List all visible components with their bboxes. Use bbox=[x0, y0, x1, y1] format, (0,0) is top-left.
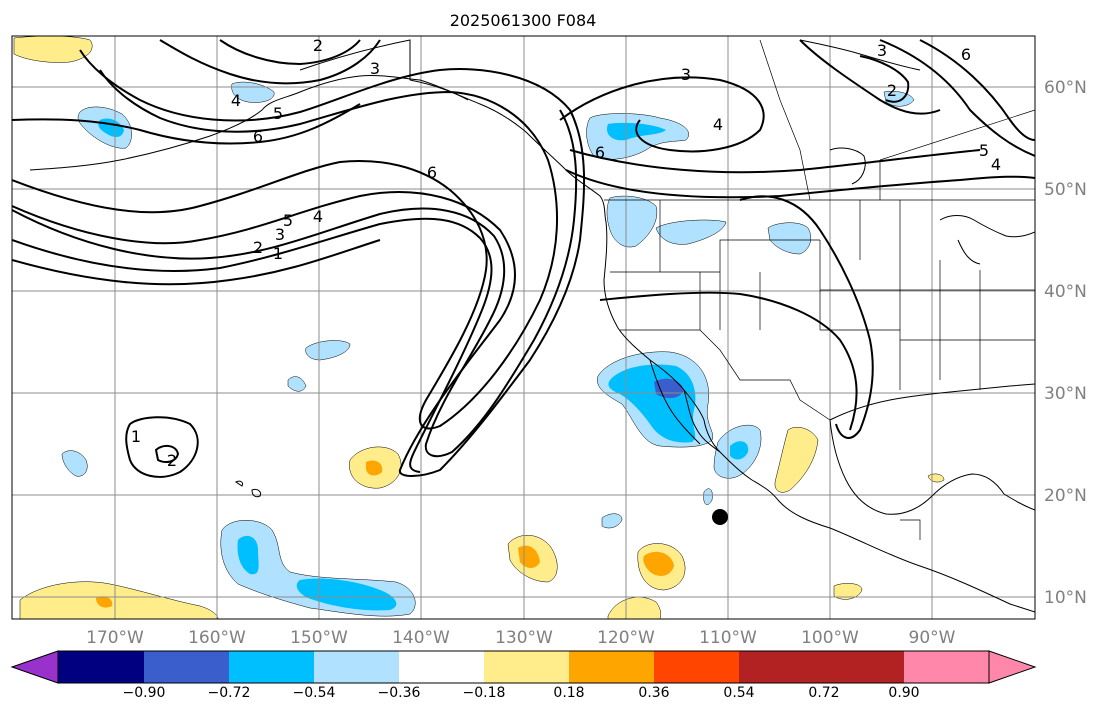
contour-label: 2 bbox=[313, 36, 323, 55]
contour-label: 2 bbox=[887, 81, 897, 100]
contour-label: 4 bbox=[231, 91, 241, 110]
map-frame bbox=[11, 35, 1036, 620]
colorbar-label: −0.36 bbox=[378, 685, 421, 701]
colorbar-segment bbox=[229, 651, 314, 683]
lon-label: 100°W bbox=[801, 628, 859, 648]
storm-marker bbox=[712, 509, 728, 525]
colorbar-segment bbox=[58, 651, 144, 683]
contour-label: 6 bbox=[253, 127, 263, 146]
contours bbox=[12, 39, 1035, 478]
lon-label: 140°W bbox=[392, 628, 450, 648]
contour-label: 4 bbox=[713, 115, 723, 134]
colorbar-label: −0.18 bbox=[463, 685, 506, 701]
colorbar: −0.90 −0.72 −0.54 −0.36 −0.18 0.18 0.36 … bbox=[10, 650, 1037, 701]
contour-label: 3 bbox=[681, 65, 691, 84]
lat-label: 20°N bbox=[1044, 486, 1087, 506]
lon-label: 150°W bbox=[290, 628, 348, 648]
colorbar-segment bbox=[904, 651, 989, 683]
colorbar-segment bbox=[144, 651, 229, 683]
lat-label: 60°N bbox=[1044, 78, 1087, 98]
colorbar-label: −0.90 bbox=[123, 685, 166, 701]
lat-label: 40°N bbox=[1044, 282, 1087, 302]
contour-label: 3 bbox=[877, 41, 887, 60]
contour-label: 1 bbox=[273, 244, 283, 263]
lon-label: 160°W bbox=[188, 628, 246, 648]
contour-label: 6 bbox=[595, 143, 605, 162]
colorbar-label: 0.90 bbox=[888, 685, 919, 701]
colorbar-label: 0.54 bbox=[723, 685, 754, 701]
lon-label: 120°W bbox=[597, 628, 655, 648]
contour-label: 5 bbox=[979, 141, 989, 160]
contour-label: 5 bbox=[273, 104, 283, 123]
colorbar-extend-high bbox=[988, 650, 1037, 684]
lon-label: 90°W bbox=[909, 628, 956, 648]
contour-labels: 2 3 4 5 6 1 2 3 4 5 6 6 3 4 2 3 6 5 4 1 … bbox=[131, 36, 1001, 470]
lat-label: 30°N bbox=[1044, 384, 1087, 404]
lon-label: 130°W bbox=[495, 628, 553, 648]
colorbar-label: 0.36 bbox=[638, 685, 669, 701]
contour-label: 3 bbox=[275, 225, 285, 244]
colorbar-extend-low bbox=[10, 650, 59, 684]
contour-label: 3 bbox=[370, 59, 380, 78]
colorbar-segment bbox=[569, 651, 654, 683]
contour-label: 4 bbox=[313, 207, 323, 226]
colorbar-segment bbox=[739, 651, 824, 683]
colorbar-label: 0.72 bbox=[808, 685, 839, 701]
colorbar-label: 0.18 bbox=[553, 685, 584, 701]
borders bbox=[604, 39, 1035, 540]
lon-label: 110°W bbox=[699, 628, 757, 648]
latitude-labels: 60°N 50°N 40°N 30°N 20°N 10°N bbox=[1044, 78, 1087, 608]
contour-label: 4 bbox=[991, 155, 1001, 174]
lon-label: 170°W bbox=[86, 628, 144, 648]
colorbar-segment bbox=[654, 651, 739, 683]
contour-label: 5 bbox=[283, 211, 293, 230]
colorbar-label: −0.54 bbox=[293, 685, 336, 701]
colorbar-segment bbox=[399, 651, 484, 683]
contour-label: 6 bbox=[961, 45, 971, 64]
gridlines bbox=[12, 36, 1035, 619]
colorbar-segment bbox=[484, 651, 569, 683]
contour-label: 2 bbox=[253, 238, 263, 257]
map-title: 2025061300 F084 bbox=[450, 11, 597, 30]
contour-label: 1 bbox=[131, 427, 141, 446]
contour-label: 2 bbox=[167, 451, 177, 470]
contour-label: 6 bbox=[427, 163, 437, 182]
lat-label: 50°N bbox=[1044, 180, 1087, 200]
longitude-labels: 170°W 160°W 150°W 140°W 130°W 120°W 110°… bbox=[86, 628, 956, 648]
colorbar-frame bbox=[57, 650, 990, 684]
colorbar-segment bbox=[314, 651, 399, 683]
colorbar-segment bbox=[824, 651, 904, 683]
colorbar-labels: −0.90 −0.72 −0.54 −0.36 −0.18 0.18 0.36 … bbox=[123, 685, 920, 701]
colorbar-label: −0.72 bbox=[208, 685, 251, 701]
lat-label: 10°N bbox=[1044, 588, 1087, 608]
